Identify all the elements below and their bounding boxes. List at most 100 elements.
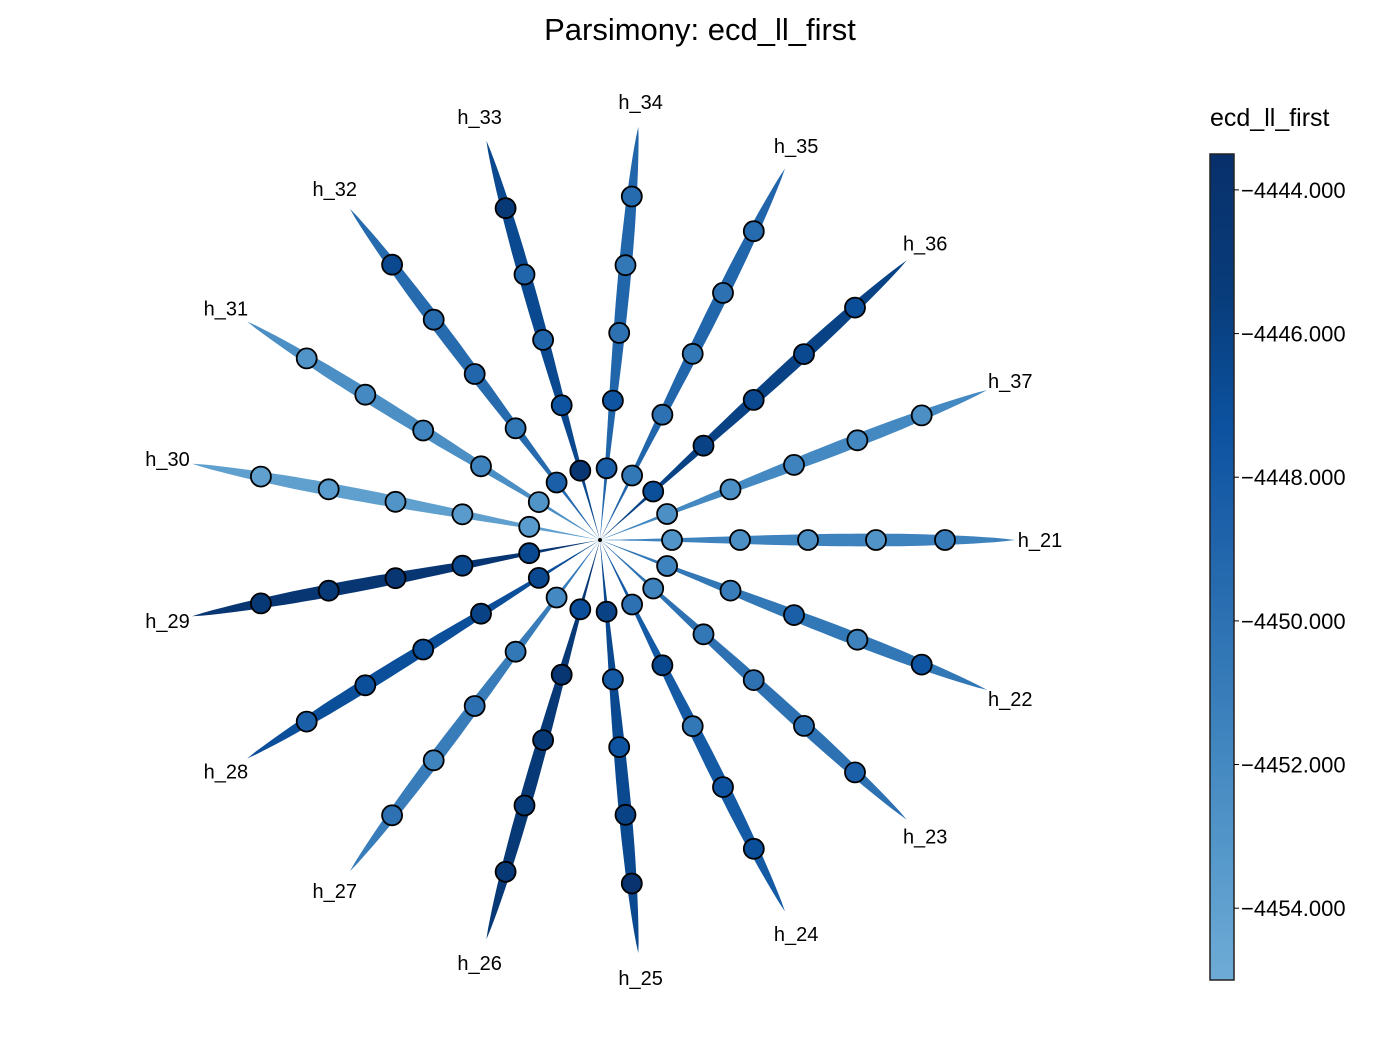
node-h_28-3: [412, 638, 435, 661]
node-h_35-5: [742, 220, 765, 243]
node-h_30-1: [518, 515, 541, 538]
colorbar-tick-label: −4446.000: [1241, 322, 1346, 347]
leaf-label-h_21: h_21: [1018, 530, 1063, 552]
node-h_23-4: [793, 715, 815, 737]
colorbar-tick-label: −4450.000: [1241, 609, 1346, 634]
node-h_33-3: [532, 328, 554, 351]
node-h_27-2: [504, 640, 527, 663]
node-h_26-2: [550, 663, 573, 686]
node-h_21-1: [661, 529, 683, 551]
node-h_36-1: [642, 480, 665, 503]
node-h_31-2: [470, 455, 492, 478]
node-h_29-4: [317, 579, 340, 602]
leaf-label-h_22: h_22: [988, 689, 1033, 711]
node-h_25-4: [614, 803, 637, 826]
node-h_22-5: [910, 653, 933, 676]
node-h_21-5: [934, 529, 956, 551]
node-h_24-5: [742, 837, 765, 860]
chart-title: Parsimony: ecd_ll_first: [544, 12, 856, 47]
node-h_31-5: [295, 347, 318, 370]
node-layer: [249, 185, 956, 895]
node-h_25-3: [608, 736, 631, 758]
node-h_32-3: [463, 363, 486, 385]
node-h_37-5: [910, 404, 933, 427]
node-h_27-3: [463, 695, 486, 717]
node-h_26-1: [569, 598, 592, 621]
node-h_32-2: [504, 417, 527, 440]
node-h_32-1: [545, 471, 568, 494]
node-h_24-3: [681, 715, 704, 738]
node-h_22-4: [846, 628, 869, 651]
node-h_30-2: [451, 503, 474, 526]
colorbar-tick-label: −4448.000: [1241, 465, 1346, 490]
node-h_26-3: [532, 729, 554, 751]
leaf-label-h_35: h_35: [774, 136, 819, 158]
node-h_35-2: [651, 403, 674, 426]
node-h_28-4: [354, 674, 377, 697]
node-h_23-3: [742, 669, 765, 691]
leaf-label-h_28: h_28: [204, 762, 249, 784]
colorbar-tick-label: −4452.000: [1241, 753, 1346, 778]
node-h_24-4: [712, 776, 734, 798]
leaf-label-h_31: h_31: [204, 298, 249, 320]
colorbar: ecd_ll_first −4444.000 −4446.000 −4448.000…: [1209, 104, 1346, 981]
node-h_26-5: [494, 860, 517, 883]
node-h_33-4: [513, 263, 536, 286]
colorbar-gradient: [1209, 153, 1235, 981]
node-h_35-4: [712, 281, 734, 304]
colorbar-tick-label: −4444.000: [1241, 178, 1346, 203]
node-h_31-4: [354, 383, 377, 406]
node-h_31-1: [527, 491, 550, 514]
leaf-label-h_26: h_26: [457, 953, 502, 975]
leaf-label-h_24: h_24: [774, 924, 819, 946]
node-h_30-3: [384, 490, 407, 513]
leaf-label-h_32: h_32: [313, 179, 358, 201]
root-node: [598, 538, 602, 542]
leaf-label-h_29: h_29: [145, 611, 190, 633]
node-h_36-2: [692, 434, 715, 457]
node-h_36-5: [844, 296, 866, 319]
node-h_21-3: [797, 529, 819, 551]
leaf-label-h_37: h_37: [988, 371, 1033, 393]
node-h_32-4: [422, 308, 445, 331]
node-h_23-1: [642, 577, 665, 600]
node-h_25-5: [620, 872, 643, 895]
node-h_21-2: [729, 529, 751, 551]
node-h_37-1: [656, 503, 678, 525]
node-h_27-4: [422, 749, 445, 772]
node-h_21-4: [865, 529, 887, 551]
node-h_25-2: [602, 668, 624, 691]
node-h_26-4: [513, 794, 536, 817]
node-h_29-3: [384, 567, 407, 590]
tree-layer: h_21 h_22 h_23 h_24 h_25 h_26 h_27 h_28 h_29 h_30…: [145, 92, 1062, 990]
node-h_34-3: [608, 321, 631, 344]
node-h_34-2: [602, 389, 624, 412]
node-h_25-1: [595, 600, 618, 623]
node-h_34-5: [620, 185, 643, 208]
node-h_27-1: [545, 586, 568, 609]
node-h_36-4: [793, 343, 815, 366]
node-h_24-1: [621, 593, 643, 616]
leaf-label-h_23: h_23: [903, 826, 948, 848]
node-h_29-1: [518, 542, 541, 565]
node-h_23-2: [692, 623, 715, 646]
node-h_36-3: [742, 388, 765, 411]
leaf-label-h_34: h_34: [618, 92, 663, 114]
leaf-label-h_33: h_33: [457, 107, 502, 129]
node-h_33-5: [494, 197, 517, 220]
node-h_35-1: [621, 464, 643, 487]
node-h_34-4: [614, 254, 637, 277]
leaf-label-h_36: h_36: [903, 234, 948, 256]
node-h_30-4: [317, 478, 340, 501]
node-h_22-2: [719, 579, 742, 602]
node-h_33-1: [569, 459, 592, 482]
node-h_22-1: [656, 555, 678, 577]
node-h_30-5: [249, 465, 272, 488]
node-h_31-3: [412, 419, 435, 442]
node-h_27-5: [381, 804, 404, 827]
node-h_33-2: [550, 394, 573, 417]
leaf-label-h_27: h_27: [313, 881, 358, 903]
node-h_32-5: [381, 253, 404, 276]
node-h_37-3: [783, 453, 805, 476]
